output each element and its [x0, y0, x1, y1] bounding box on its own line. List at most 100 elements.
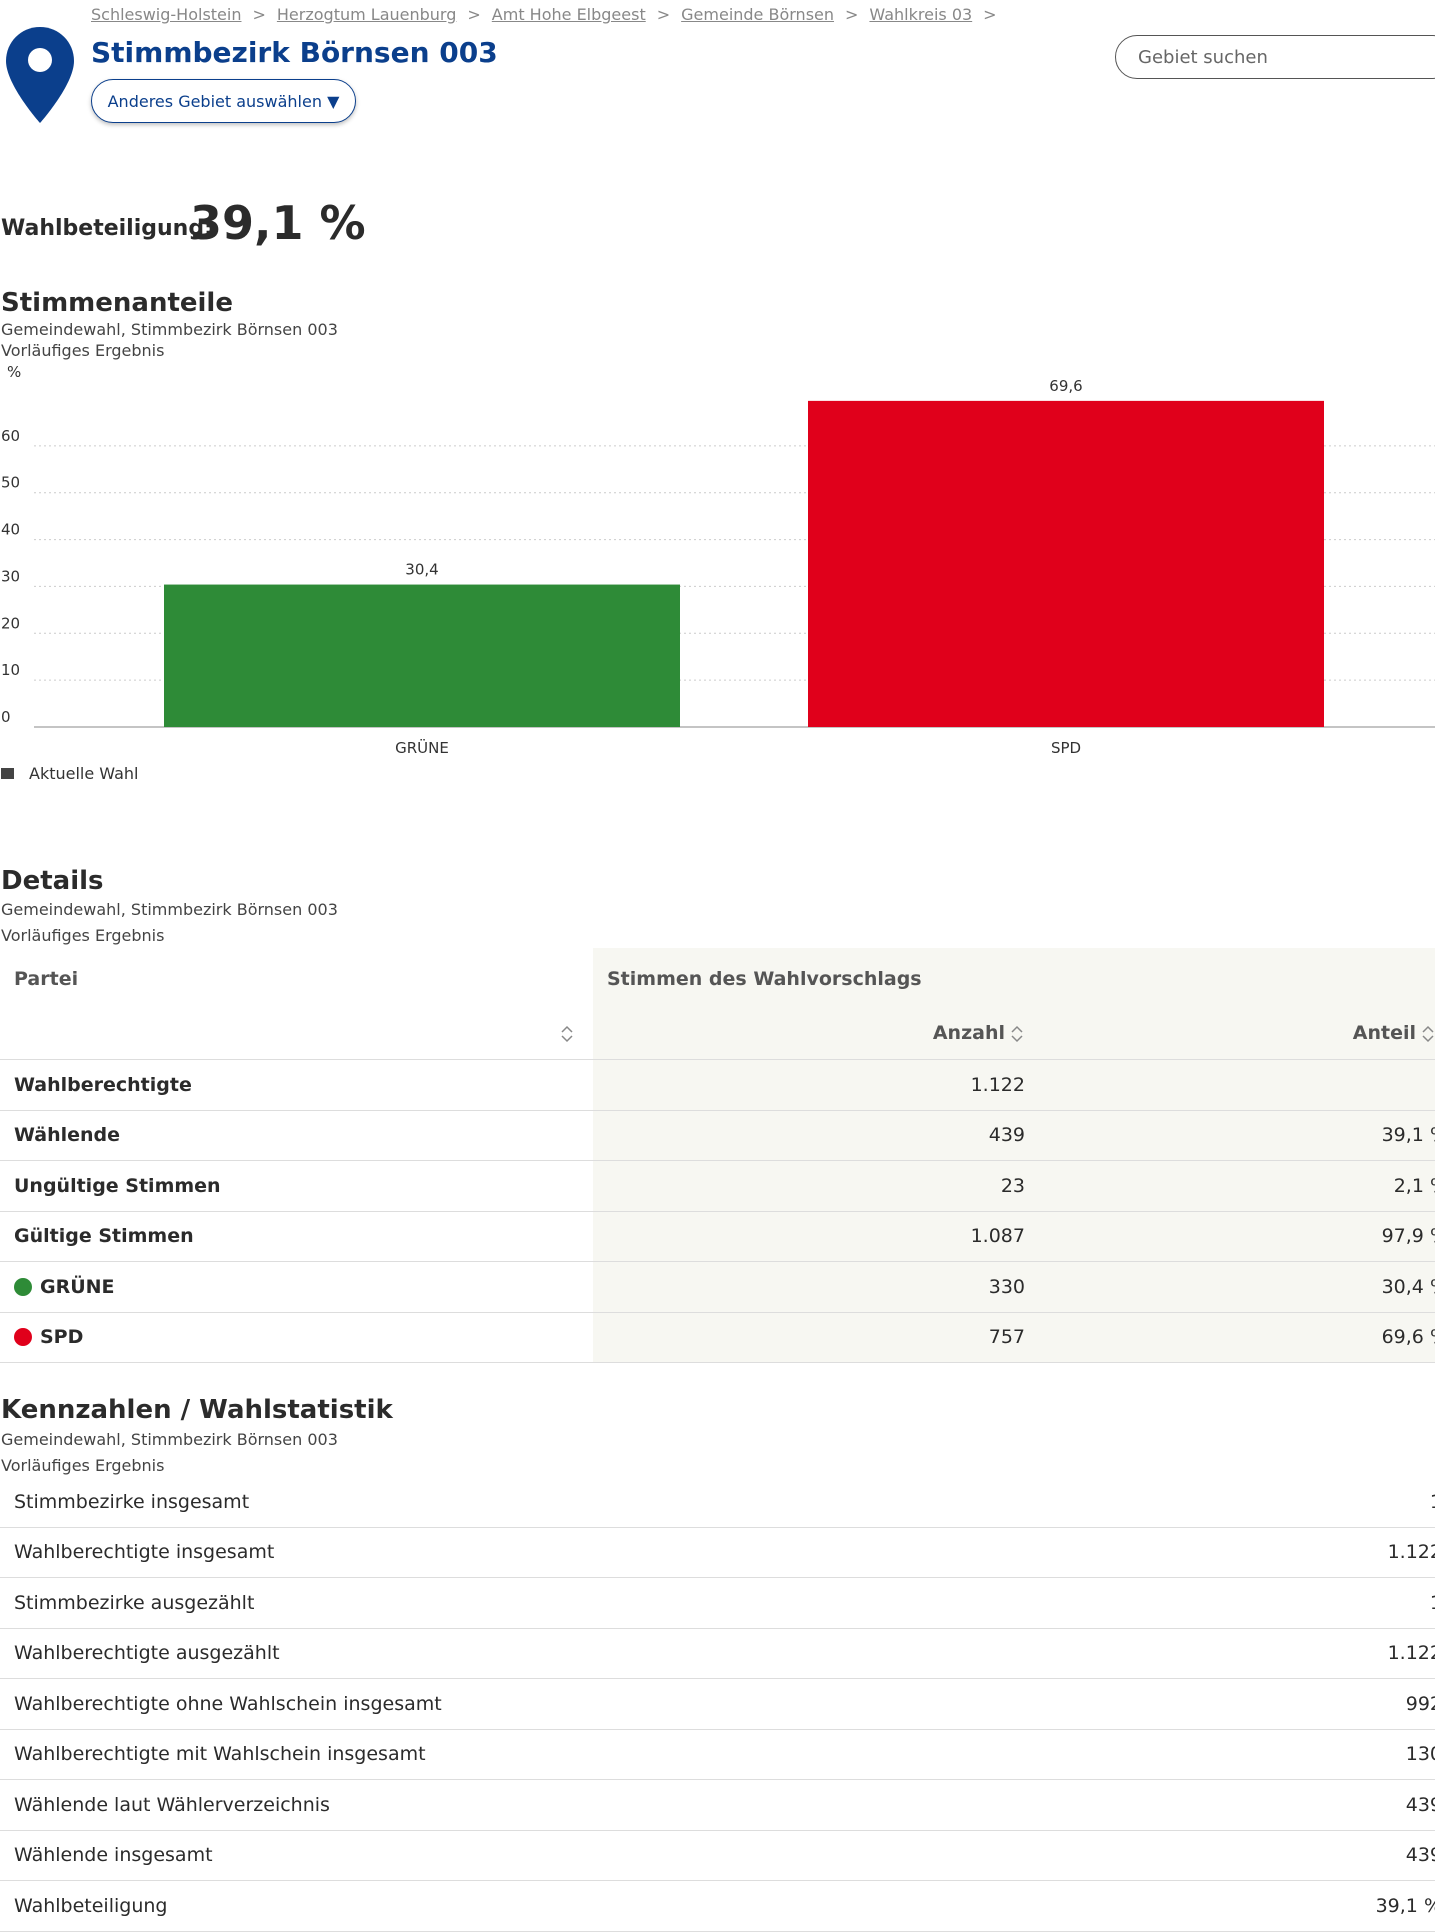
stats-label: Wählende laut Wählerverzeichnis — [14, 1793, 330, 1816]
share-cell: 69,6 % — [1381, 1326, 1435, 1349]
table-row: Wählende 439 39,1 % — [0, 1110, 1435, 1161]
chart-subtitle: Gemeindewahl, Stimmbezirk Börnsen 003 — [1, 320, 338, 339]
cell-shade — [593, 1262, 1435, 1312]
party-name: Wahlberechtigte — [14, 1073, 192, 1096]
table-row: Gültige Stimmen 1.087 97,9 % — [0, 1211, 1435, 1262]
stats-label: Wahlberechtigte ausgezählt — [14, 1642, 280, 1665]
stats-value: 130 — [1405, 1743, 1435, 1766]
stats-label: Wählende insgesamt — [14, 1844, 213, 1867]
count-cell: 1.087 — [970, 1225, 1025, 1248]
stats-row: Wahlberechtigte mit Wahlschein insgesamt… — [0, 1730, 1435, 1780]
y-tick-label: 50 — [1, 474, 20, 492]
stats-value: 1.122 — [1387, 1541, 1435, 1564]
turnout-value: 39,1 % — [190, 196, 366, 250]
party-dot — [14, 1277, 32, 1296]
share-cell: 39,1 % — [1381, 1124, 1435, 1147]
stats-label: Wahlberechtigte insgesamt — [14, 1541, 275, 1564]
stats-row: Wahlberechtigte ausgezählt 1.122 — [0, 1629, 1435, 1679]
legend-swatch — [1, 768, 14, 779]
party-cell: Gültige Stimmen — [14, 1212, 194, 1262]
stats-label: Wahlberechtigte ohne Wahlschein insgesam… — [14, 1692, 442, 1715]
y-tick-label: 30 — [1, 567, 20, 585]
details-subtitle: Gemeindewahl, Stimmbezirk Börnsen 003 — [1, 900, 338, 919]
stats-value: 39,1 % — [1375, 1894, 1435, 1917]
y-tick-label: 60 — [1, 427, 20, 445]
stats-value: 1 — [1430, 1477, 1435, 1527]
stats-title: Kennzahlen / Wahlstatistik — [1, 1395, 393, 1425]
chart-subtitle: Vorläufiges Ergebnis — [1, 341, 165, 360]
chart: % 0 10 20 30 40 50 60 30,4 69,6 Aktuelle Wahl GRÜNE… — [1, 363, 1435, 783]
party-cell: Wahlberechtigte — [14, 1060, 192, 1110]
header-group: Stimmen des Wahlvorschlags — [607, 968, 922, 990]
turnout-label: Wahlbeteiligung: — [1, 216, 213, 241]
bar — [808, 400, 1324, 727]
header-rule — [0, 1059, 1435, 1060]
location-pin — [6, 27, 74, 123]
party-dot — [14, 1328, 32, 1347]
breadcrumb-separator: > — [845, 5, 859, 24]
sort-icon[interactable] — [561, 1025, 573, 1043]
breadcrumb-link[interactable]: Herzogtum Lauenburg — [276, 5, 457, 24]
select-area-button[interactable]: Anderes Gebiet auswählen ▼ — [91, 79, 356, 123]
stats-row: Wahlberechtigte ohne Wahlschein insgesam… — [0, 1679, 1435, 1730]
stats-label: Stimmbezirke insgesamt — [14, 1490, 250, 1513]
sort-icon[interactable] — [1011, 1025, 1023, 1043]
breadcrumb-separator: > — [656, 5, 671, 24]
cell-shade — [593, 1161, 1435, 1211]
breadcrumb-separator: > — [467, 5, 481, 24]
count-cell: 757 — [988, 1326, 1025, 1349]
stats-subtitle: Vorläufiges Ergebnis — [1, 1456, 165, 1475]
header-count: Anzahl — [932, 1022, 1005, 1044]
stats-row: Wählende laut Wählerverzeichnis 439 — [0, 1780, 1435, 1831]
sort-icon[interactable] — [1422, 1025, 1434, 1043]
search-box[interactable]: Gebiet suchen — [1115, 35, 1435, 79]
breadcrumb-link[interactable]: Wahlkreis 03 — [869, 5, 973, 24]
chart-title: Stimmenanteile — [1, 288, 233, 318]
stats-label: Wahlbeteiligung — [14, 1894, 168, 1917]
legend-label: Aktuelle Wahl — [29, 764, 138, 783]
stats-value: 992 — [1405, 1692, 1435, 1715]
party-name: Wählende — [14, 1124, 121, 1147]
breadcrumb-separator: > — [983, 5, 997, 24]
breadcrumb-link[interactable]: Amt Hohe Elbgeest — [491, 5, 646, 24]
party-name: Ungültige Stimmen — [14, 1174, 221, 1197]
cell-shade — [593, 1312, 1435, 1362]
stats-label: Stimmbezirke ausgezählt — [14, 1591, 255, 1614]
stats-subtitle: Gemeindewahl, Stimmbezirk Börnsen 003 — [1, 1430, 338, 1449]
value-label: 69,6 — [1049, 377, 1082, 395]
header-party: Partei — [14, 968, 79, 990]
stats-value: 439 — [1405, 1793, 1435, 1816]
y-tick-label: 20 — [1, 614, 20, 632]
table-header-shade — [593, 948, 1435, 1060]
breadcrumb-link[interactable]: Schleswig-Holstein — [91, 5, 242, 24]
stats-value: 1 — [1430, 1578, 1435, 1628]
breadcrumb-link[interactable]: Gemeinde Börnsen — [681, 5, 835, 24]
party-name: SPD — [40, 1326, 84, 1349]
stats-row: Wahlberechtigte insgesamt 1.122 — [0, 1528, 1435, 1578]
y-axis-label: % — [7, 363, 21, 381]
y-tick-label: 10 — [1, 661, 20, 679]
share-cell: 30,4 % — [1381, 1275, 1435, 1298]
x-tick-label: GRÜNE — [395, 738, 449, 757]
party-cell: Wählende — [14, 1111, 120, 1161]
table-row: Wahlberechtigte 1.122 — [0, 1060, 1435, 1111]
share-cell: 2,1 % — [1393, 1174, 1435, 1197]
stats-label: Wahlberechtigte mit Wahlschein insgesamt — [14, 1743, 426, 1766]
stats-row: Wahlbeteiligung 39,1 % — [0, 1881, 1435, 1932]
stats-row: Wählende insgesamt 439 — [0, 1831, 1435, 1881]
party-name: Gültige Stimmen — [14, 1225, 194, 1248]
table-row: Ungültige Stimmen 23 2,1 % — [0, 1161, 1435, 1212]
page-title: Stimmbezirk Börnsen 003 — [91, 36, 498, 69]
stats-row: Stimmbezirke insgesamt 1 — [0, 1477, 1435, 1528]
count-cell: 23 — [1000, 1174, 1025, 1197]
header-share: Anteil — [1352, 1022, 1416, 1044]
bar — [164, 584, 680, 727]
y-tick-label: 40 — [1, 521, 20, 539]
party-cell: SPD — [14, 1313, 83, 1363]
y-tick-label: 0 — [1, 708, 11, 726]
party-cell: Ungültige Stimmen — [14, 1161, 221, 1211]
breadcrumb-separator: > — [252, 5, 266, 24]
party-cell: GRÜNE — [14, 1262, 115, 1312]
